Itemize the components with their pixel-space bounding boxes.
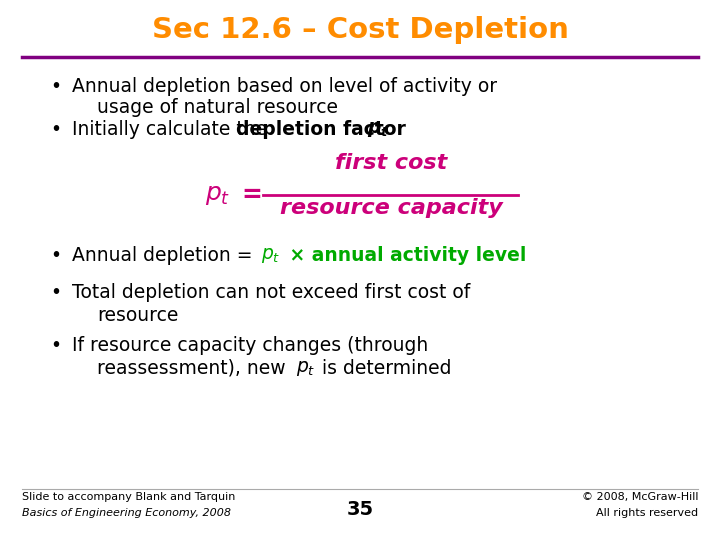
Text: Initially calculate the: Initially calculate the [72, 120, 273, 139]
Text: resource: resource [97, 306, 179, 325]
Text: =: = [241, 184, 262, 207]
Text: •: • [50, 120, 61, 139]
Text: All rights reserved: All rights reserved [596, 508, 698, 518]
Text: © 2008, McGraw-Hill: © 2008, McGraw-Hill [582, 492, 698, 503]
Text: •: • [50, 283, 61, 302]
Text: Annual depletion based on level of activity or: Annual depletion based on level of activ… [72, 77, 497, 96]
Text: Basics of Engineering Economy, 2008: Basics of Engineering Economy, 2008 [22, 508, 230, 518]
Text: first cost: first cost [335, 153, 447, 173]
Text: resource capacity: resource capacity [279, 198, 503, 218]
Text: Total depletion can not exceed first cost of: Total depletion can not exceed first cos… [72, 283, 470, 302]
Text: is determined: is determined [316, 359, 451, 377]
Text: $p_t$: $p_t$ [296, 359, 315, 377]
Text: Sec 12.6 – Cost Depletion: Sec 12.6 – Cost Depletion [152, 16, 568, 44]
Text: Slide to accompany Blank and Tarquin: Slide to accompany Blank and Tarquin [22, 492, 235, 503]
Text: reassessment), new: reassessment), new [97, 359, 292, 377]
Text: •: • [50, 246, 61, 265]
Text: •: • [50, 77, 61, 96]
Text: usage of natural resource: usage of natural resource [97, 98, 338, 117]
Text: $p_t$: $p_t$ [261, 246, 280, 265]
Text: $p_t$: $p_t$ [205, 184, 230, 207]
Text: depletion factor: depletion factor [236, 120, 413, 139]
Text: If resource capacity changes (through: If resource capacity changes (through [72, 336, 428, 355]
Text: 35: 35 [346, 500, 374, 519]
Text: $\bfit{p}_t$: $\bfit{p}_t$ [367, 120, 390, 139]
Text: Annual depletion =: Annual depletion = [72, 246, 258, 265]
Text: × annual activity level: × annual activity level [283, 246, 526, 265]
Text: •: • [50, 336, 61, 355]
